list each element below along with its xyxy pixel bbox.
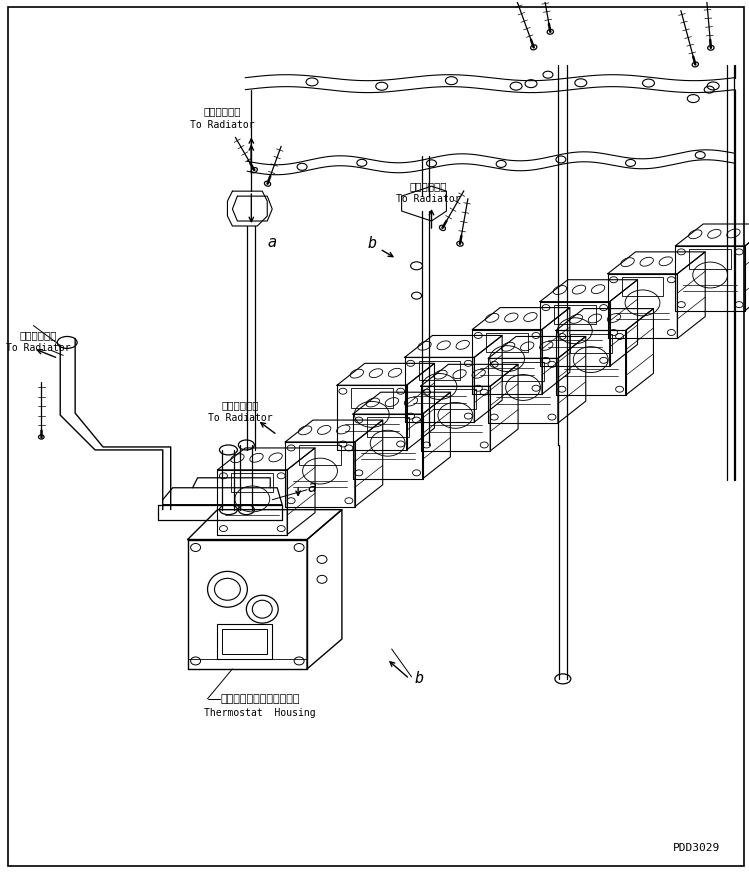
Bar xyxy=(570,333,612,354)
Text: PDD3029: PDD3029 xyxy=(673,843,720,853)
Text: To Radiator: To Radiator xyxy=(208,413,273,423)
Text: To Radiator: To Radiator xyxy=(396,194,461,204)
Bar xyxy=(486,333,528,352)
Bar xyxy=(299,445,341,464)
Bar xyxy=(419,361,461,380)
Text: b: b xyxy=(368,237,377,251)
Text: ラジエータへ: ラジエータへ xyxy=(204,107,241,116)
Bar xyxy=(217,624,272,659)
Bar xyxy=(622,277,664,297)
Text: To Radiator: To Radiator xyxy=(190,120,255,130)
Text: ラジエータへ: ラジエータへ xyxy=(222,400,259,410)
Text: サーモスタットハウジング: サーモスタットハウジング xyxy=(220,694,300,704)
Text: b: b xyxy=(414,671,424,686)
Bar xyxy=(689,249,731,269)
Bar xyxy=(554,305,595,324)
Text: To Radiator: To Radiator xyxy=(6,343,70,354)
Text: a: a xyxy=(307,480,316,495)
Text: Thermostat  Housing: Thermostat Housing xyxy=(204,708,316,718)
Text: a: a xyxy=(267,236,276,251)
Text: ラジエータへ: ラジエータへ xyxy=(410,182,447,191)
Bar xyxy=(434,389,476,409)
Bar xyxy=(502,361,544,381)
Bar xyxy=(222,629,267,654)
Bar xyxy=(231,473,273,492)
Bar xyxy=(351,388,392,408)
Text: ラジエータへ: ラジエータへ xyxy=(19,331,57,340)
Bar xyxy=(367,417,409,436)
